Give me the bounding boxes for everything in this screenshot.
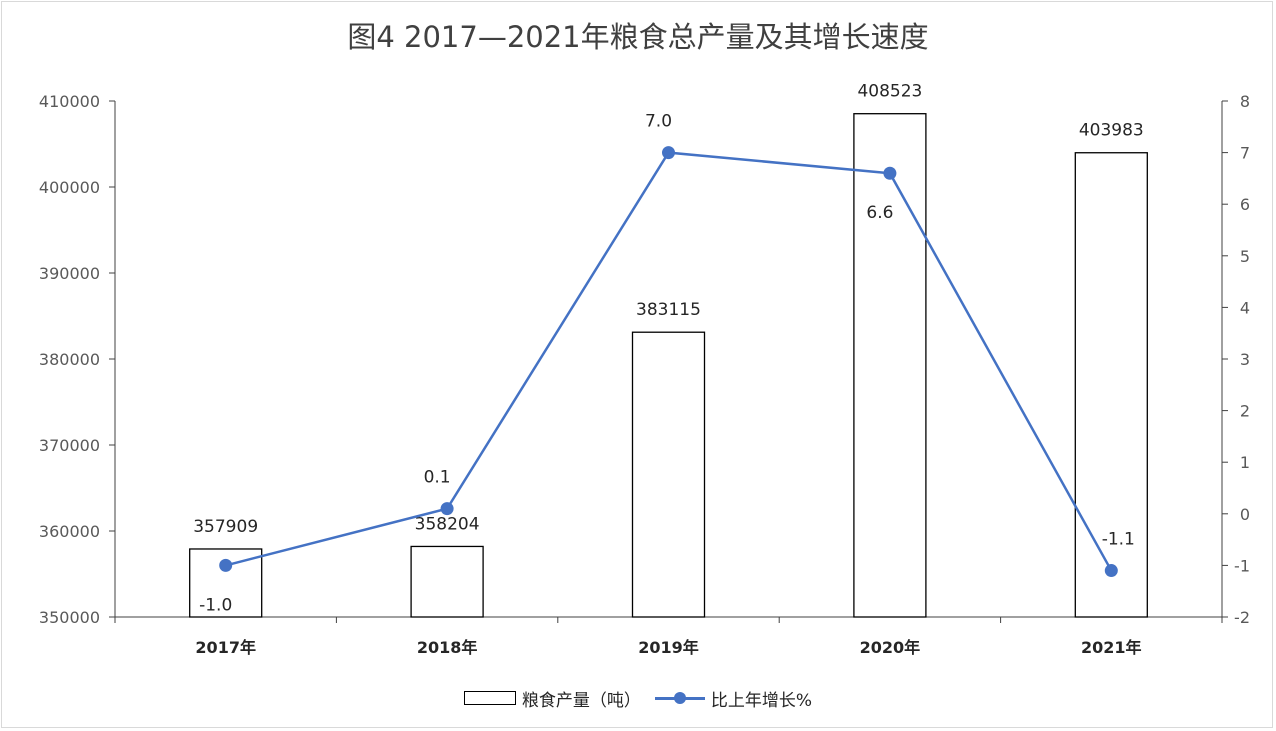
legend: 粮食产量（吨） 比上年增长% bbox=[0, 683, 1276, 713]
growth-value-label: 0.1 bbox=[424, 468, 451, 488]
bar bbox=[410, 545, 484, 618]
y-right-tick-label: 3 bbox=[1240, 350, 1250, 369]
bar bbox=[631, 331, 706, 618]
bar-value-label: 403983 bbox=[1079, 121, 1144, 141]
x-category-label: 2017年 bbox=[195, 638, 256, 657]
legend-label-bars: 粮食产量（吨） bbox=[521, 690, 641, 711]
y-right-tick-label: 1 bbox=[1240, 453, 1250, 472]
y-right-tick-label: 6 bbox=[1240, 195, 1250, 214]
bar-value-label: 358204 bbox=[415, 514, 480, 534]
y-right-tick-label: 2 bbox=[1240, 402, 1250, 421]
growth-value-label: 7.0 bbox=[645, 112, 672, 132]
y-left-tick-label: 390000 bbox=[39, 264, 100, 283]
y-right-tick-label: -2 bbox=[1234, 608, 1250, 627]
y-right-tick-label: -1 bbox=[1234, 556, 1250, 575]
bar bbox=[1074, 152, 1148, 618]
y-left-tick-label: 360000 bbox=[39, 522, 100, 541]
x-category-label: 2018年 bbox=[417, 638, 478, 657]
legend-label-line: 比上年增长% bbox=[710, 690, 813, 711]
y-right-tick-label: 4 bbox=[1240, 298, 1250, 317]
growth-point bbox=[219, 558, 233, 572]
y-left-tick-label: 400000 bbox=[39, 178, 100, 197]
legend-item-bars: 粮食产量（吨） bbox=[463, 686, 641, 711]
y-left-tick-label: 410000 bbox=[39, 92, 100, 111]
y-left-tick-label: 380000 bbox=[39, 350, 100, 369]
y-right-tick-label: 5 bbox=[1240, 247, 1250, 266]
y-left-tick-label: 350000 bbox=[39, 608, 100, 627]
y-right-tick-label: 8 bbox=[1240, 92, 1250, 111]
x-category-label: 2019年 bbox=[638, 638, 699, 657]
growth-value-label: 6.6 bbox=[866, 203, 893, 223]
bar-value-label: 383115 bbox=[636, 300, 701, 320]
growth-point bbox=[440, 502, 454, 516]
growth-point bbox=[883, 166, 897, 180]
growth-value-label: -1.1 bbox=[1102, 530, 1135, 550]
legend-item-line: 比上年增长% bbox=[654, 686, 813, 711]
y-right-tick-label: 0 bbox=[1240, 505, 1250, 524]
x-category-label: 2020年 bbox=[860, 638, 921, 657]
y-left-tick-label: 370000 bbox=[39, 436, 100, 455]
legend-line-swatch bbox=[654, 691, 705, 705]
growth-value-label: -1.0 bbox=[199, 595, 232, 615]
bar-value-label: 357909 bbox=[193, 517, 258, 537]
growth-point bbox=[1104, 564, 1118, 578]
legend-bar-swatch bbox=[463, 691, 516, 705]
chart-title: 图4 2017—2021年粮食总产量及其增长速度 bbox=[347, 20, 929, 54]
x-category-label: 2021年 bbox=[1081, 638, 1142, 657]
bar-value-label: 408523 bbox=[857, 82, 922, 102]
growth-point bbox=[662, 146, 675, 160]
chart-svg: 3500003600003700003800003900004000004100… bbox=[39, 82, 1250, 657]
y-right-tick-label: 7 bbox=[1240, 144, 1250, 163]
bar bbox=[853, 113, 927, 618]
